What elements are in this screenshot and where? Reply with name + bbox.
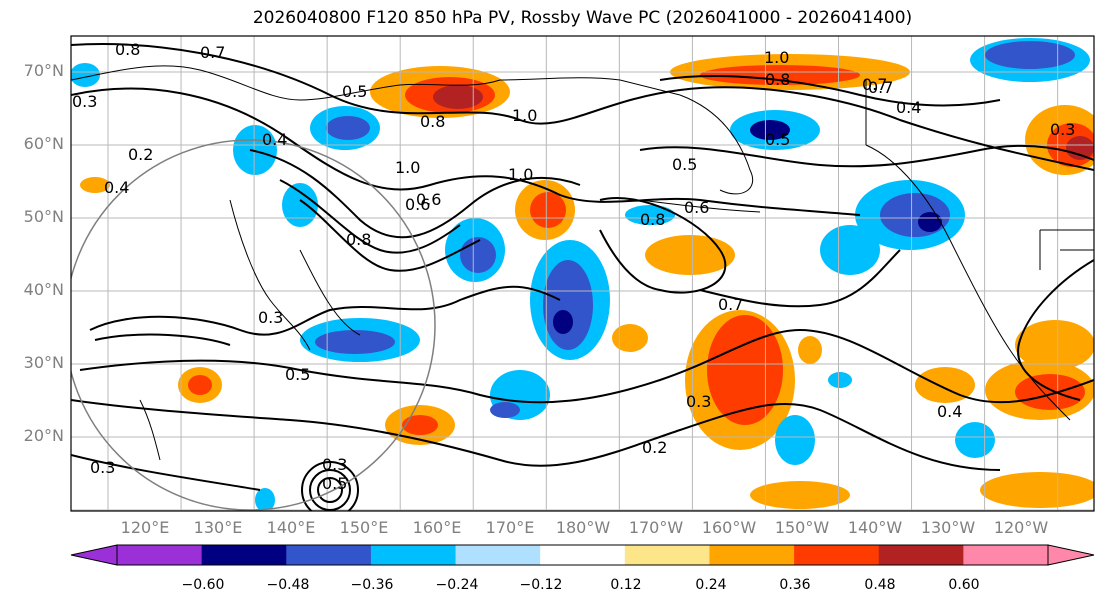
contour-label: 0.3 <box>72 92 98 111</box>
colorbar-segment <box>709 545 795 565</box>
contour-label: 0.7 <box>718 295 744 314</box>
contour-label: 1.0 <box>512 106 538 125</box>
colorbar-segment <box>540 545 626 565</box>
contour-label: 0.4 <box>262 130 288 149</box>
contour-label: 1.0 <box>395 158 421 177</box>
contour-label: 0.4 <box>896 98 922 117</box>
colorbar-segment <box>963 545 1049 565</box>
colorbar-segment <box>117 545 203 565</box>
lon-label-140w: 140°W <box>847 518 903 537</box>
lon-label-170w: 170°W <box>628 518 684 537</box>
colorbar-tick: 0.48 <box>864 577 896 593</box>
graticule <box>71 36 1094 511</box>
map-title: 2026040800 F120 850 hPa PV, Rossby Wave … <box>252 8 913 28</box>
lon-label-180w: 180°W <box>555 518 611 537</box>
pv-contours <box>71 43 1094 511</box>
contour-label: 0.2 <box>642 438 668 457</box>
contour-label: 0.8 <box>115 40 141 59</box>
colorbar-tick: −0.60 <box>181 577 225 593</box>
colorbar-tick: 0.36 <box>779 577 811 593</box>
lon-label-170e: 170°E <box>485 518 535 537</box>
wave-packet-circle <box>71 139 436 511</box>
positive-anomaly-shading <box>80 54 1094 509</box>
lat-label-30n: 30°N <box>23 353 64 372</box>
colorbar-segment <box>624 545 710 565</box>
contour-label: 0.5 <box>322 474 348 493</box>
lat-label-40n: 40°N <box>23 280 64 299</box>
lon-label-120w: 120°W <box>993 518 1049 537</box>
colorbar-segment <box>878 545 964 565</box>
contour-label: 0.4 <box>937 402 963 421</box>
lon-label-160e: 160°E <box>412 518 462 537</box>
contour-label: 0.2 <box>128 145 154 164</box>
contour-label: 0.5 <box>765 130 791 149</box>
lon-label-140e: 140°E <box>266 518 316 537</box>
contour-label: 0.5 <box>285 365 311 384</box>
colorbar-tick: −0.48 <box>266 577 310 593</box>
colorbar-tick: −0.24 <box>435 577 479 593</box>
contour-label: 0.8 <box>765 70 791 89</box>
colorbar-tick: 0.60 <box>948 577 980 593</box>
contour-label: 0.4 <box>104 178 130 197</box>
contour-label: 0.8 <box>346 230 372 249</box>
lon-label-150e: 150°E <box>339 518 389 537</box>
contour-label: 0.8 <box>640 210 666 229</box>
lat-label-20n: 20°N <box>23 426 64 445</box>
lon-label-130e: 130°E <box>193 518 243 537</box>
lon-label-160w: 160°W <box>701 518 757 537</box>
colorbar-segment <box>201 545 287 565</box>
lat-label-60n: 60°N <box>23 134 64 153</box>
contour-label: 0.6 <box>405 195 431 214</box>
contour-label: 1.0 <box>764 48 790 67</box>
lon-label-130w: 130°W <box>920 518 976 537</box>
negative-anomaly-shading <box>71 38 1090 511</box>
contour-label: 0.3 <box>1050 120 1076 139</box>
contour-label: 0.7 <box>868 78 894 97</box>
contour-label: 0.7 <box>200 43 226 62</box>
lat-label-50n: 50°N <box>23 207 64 226</box>
contour-label: 1.0 <box>508 165 534 184</box>
colorbar-segment <box>286 545 372 565</box>
contour-label: 0.6 <box>684 198 710 217</box>
colorbar <box>70 544 1095 566</box>
contour-label: 0.7 <box>862 75 888 94</box>
contour-label: 0.6 <box>416 190 442 209</box>
colorbar-segment <box>794 545 880 565</box>
contour-label: 0.8 <box>420 112 446 131</box>
contour-label: 0.3 <box>258 308 284 327</box>
lon-label-120e: 120°E <box>120 518 170 537</box>
lat-label-70n: 70°N <box>23 61 64 80</box>
colorbar-tick: 0.24 <box>695 577 727 593</box>
contour-label: 0.5 <box>672 155 698 174</box>
colorbar-tick: −0.36 <box>350 577 394 593</box>
map-plot-area <box>71 36 1094 511</box>
lon-label-150w: 150°W <box>774 518 830 537</box>
contour-label: 0.3 <box>322 455 348 474</box>
colorbar-tick: −0.12 <box>519 577 563 593</box>
map-frame <box>70 35 1095 512</box>
colorbar-tick: 0.12 <box>610 577 642 593</box>
coastlines <box>71 65 1094 461</box>
contour-label: 0.3 <box>90 458 116 477</box>
contour-label: 0.5 <box>342 82 368 101</box>
contour-label: 0.3 <box>686 392 712 411</box>
colorbar-segment <box>455 545 541 565</box>
colorbar-segment <box>370 545 457 565</box>
